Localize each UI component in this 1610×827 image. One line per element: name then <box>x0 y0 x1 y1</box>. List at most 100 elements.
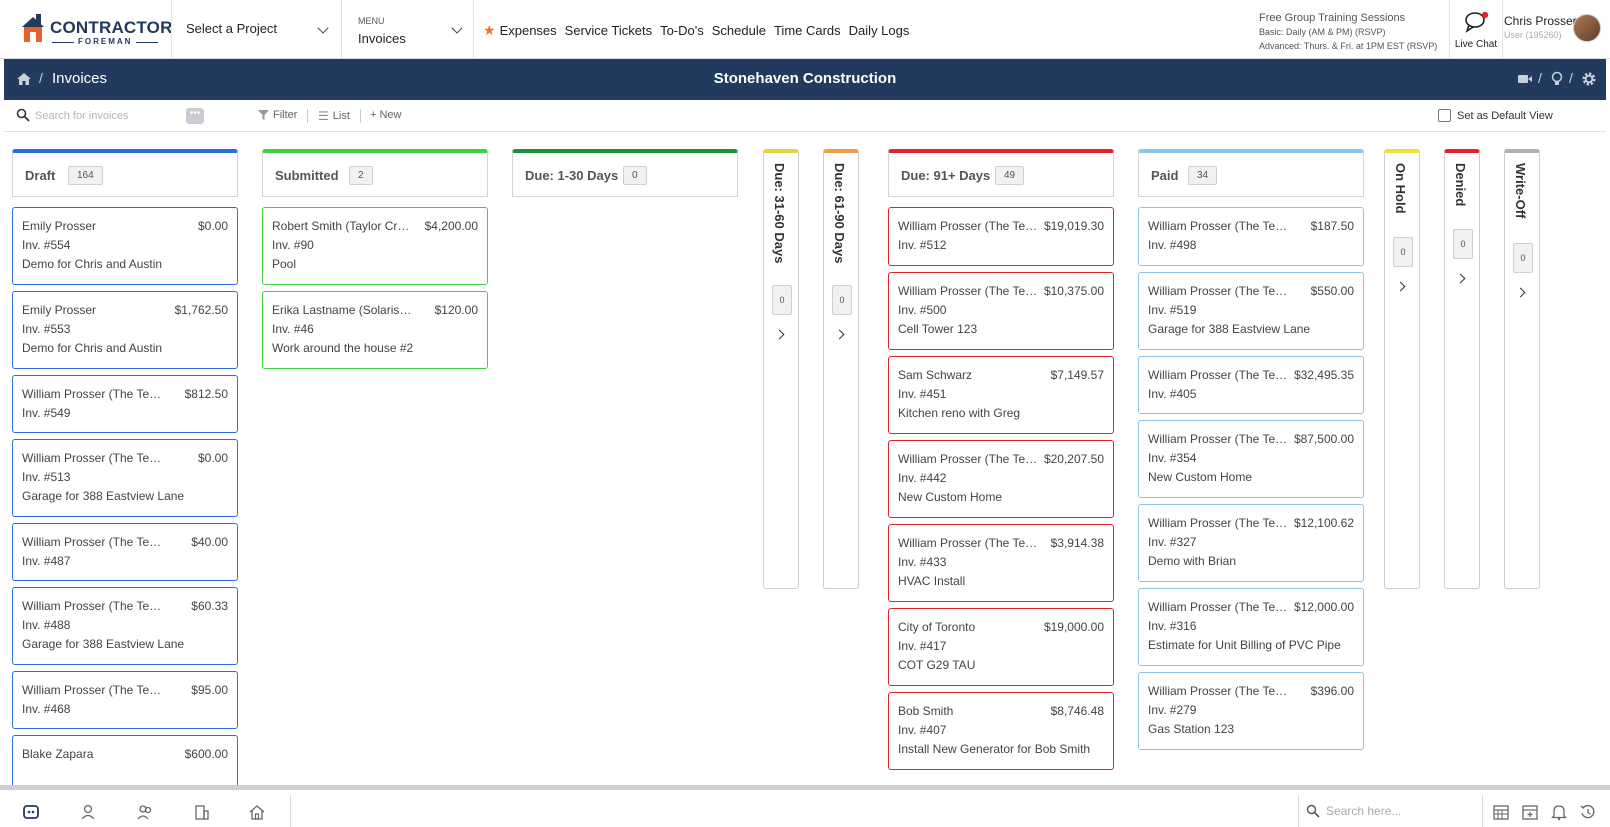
contractor-foreman-logo[interactable]: CONTRACTOR FOREMAN <box>18 10 172 46</box>
lightbulb-icon[interactable] <box>1549 71 1565 87</box>
chevron-right-icon[interactable] <box>1455 273 1466 284</box>
card-customer: William Prosser (The Test... <box>22 683 162 697</box>
icon-separator: / <box>1538 70 1542 86</box>
chevron-right-icon[interactable] <box>1515 287 1526 298</box>
dashboard-icon[interactable] <box>22 803 40 821</box>
top-navigation: CONTRACTOR FOREMAN Select a Project MENU… <box>0 0 1610 59</box>
chevron-right-icon[interactable] <box>1395 281 1406 292</box>
avatar[interactable] <box>1573 14 1601 42</box>
invoice-card[interactable]: William Prosser (The Test... $812.50 Inv. … <box>12 375 238 433</box>
collapsed-column[interactable]: Due: 31-60 Days 0 <box>763 149 799 589</box>
column-header[interactable]: Draft 164 <box>12 149 238 197</box>
invoice-card[interactable]: William Prosser (The Test... $40.00 Inv. #… <box>12 523 238 581</box>
worker-icon[interactable] <box>79 803 97 821</box>
invoice-card[interactable]: William Prosser (The Test... $19,019.30 In… <box>888 207 1114 266</box>
project-select-label: Select a Project <box>186 21 278 36</box>
column-title: Submitted <box>275 168 339 183</box>
invoice-card[interactable]: City of Toronto $19,000.00 Inv. #417 COT G2… <box>888 608 1114 686</box>
invoice-card[interactable]: William Prosser (The Test... $0.00 Inv. #5… <box>12 439 238 517</box>
gear-icon[interactable] <box>1581 71 1597 87</box>
collapsed-column[interactable]: Write-Off 0 <box>1504 149 1540 589</box>
invoice-card[interactable]: Erika Lastname (Solaris P... $120.00 Inv. … <box>262 291 488 369</box>
card-invoice-number: Inv. #316 <box>1148 619 1197 633</box>
search-input[interactable] <box>35 106 185 126</box>
home-icon[interactable] <box>248 803 266 821</box>
card-customer: William Prosser (The Test... <box>898 219 1038 233</box>
contacts-icon[interactable] <box>136 803 154 821</box>
invoice-card[interactable]: William Prosser (The Test... $3,914.38 Inv… <box>888 524 1114 602</box>
column-header[interactable]: Paid 34 <box>1138 149 1364 197</box>
card-invoice-number: Inv. #417 <box>898 639 947 653</box>
invoice-card[interactable]: William Prosser (The Test... $187.50 Inv. … <box>1138 207 1364 266</box>
collapsed-column[interactable]: Due: 61-90 Days 0 <box>823 149 859 589</box>
invoice-card[interactable]: Bob Smith $8,746.48 Inv. #407 Install New G… <box>888 692 1114 770</box>
training-basic[interactable]: Basic: Daily (AM & PM) (RSVP) <box>1259 27 1386 37</box>
card-customer: William Prosser (The Test... <box>1148 368 1288 382</box>
search-icon <box>1306 804 1320 818</box>
invoice-card[interactable]: Emily Prosser $0.00 Inv. #554 Demo for Chri… <box>12 207 238 285</box>
default-view-toggle[interactable]: Set as Default View <box>1438 109 1553 122</box>
quick-link-service-tickets[interactable]: Service Tickets <box>564 22 653 38</box>
quick-link-time-cards[interactable]: Time Cards <box>773 22 841 38</box>
quick-link-todos[interactable]: To-Do's <box>660 22 704 38</box>
invoice-card[interactable]: William Prosser (The Test... $95.00 Inv. #… <box>12 671 238 729</box>
invoice-card[interactable]: William Prosser (The Test... $32,495.35 In… <box>1138 356 1364 414</box>
calendar-grid-icon[interactable] <box>1492 803 1510 821</box>
quick-link-daily-logs[interactable]: Daily Logs <box>848 22 910 38</box>
column-title: Draft <box>25 168 56 183</box>
history-icon[interactable] <box>1579 803 1597 821</box>
chevron-right-icon[interactable] <box>834 329 845 340</box>
column-title: Denied <box>1453 163 1468 207</box>
invoice-card[interactable]: William Prosser (The Test... $20,207.50 In… <box>888 440 1114 518</box>
default-view-checkbox[interactable] <box>1438 109 1451 122</box>
global-search[interactable] <box>1306 798 1466 824</box>
quick-link-schedule[interactable]: Schedule <box>711 22 766 38</box>
card-description: Gas Station 123 <box>1148 722 1235 736</box>
training-sessions[interactable]: Free Group Training Sessions Basic: Dail… <box>1259 11 1449 53</box>
card-customer: William Prosser (The Test... <box>1148 516 1288 530</box>
invoice-card[interactable]: William Prosser (The Test... $12,100.62 In… <box>1138 504 1364 582</box>
invoice-card[interactable]: William Prosser (The Test... $396.00 Inv. … <box>1138 672 1364 750</box>
menu-select[interactable]: MENU Invoices <box>350 0 474 58</box>
invoice-card[interactable]: Sam Schwarz $7,149.57 Inv. #451 Kitchen ren… <box>888 356 1114 434</box>
star-icon[interactable]: ★ <box>483 21 496 38</box>
divider <box>290 795 291 827</box>
list-view-button[interactable]: ☰ List <box>318 109 350 123</box>
invoice-card[interactable]: Robert Smith (Taylor Cre... $4,200.00 Inv.… <box>262 207 488 285</box>
card-invoice-number: Inv. #549 <box>22 406 71 420</box>
project-select[interactable]: Select a Project <box>177 0 344 58</box>
quick-link-expenses[interactable]: Expenses <box>499 22 557 38</box>
filter-button[interactable]: Filter <box>258 109 297 121</box>
calendar-add-icon[interactable] <box>1521 803 1539 821</box>
training-advanced[interactable]: Advanced: Thurs. & Fri. at 1PM EST (RSVP… <box>1259 41 1438 51</box>
card-amount: $32,495.35 <box>1293 368 1354 382</box>
divider <box>360 109 361 123</box>
building-icon[interactable] <box>193 803 211 821</box>
invoice-card[interactable]: William Prosser (The Test... $12,000.00 In… <box>1138 588 1364 666</box>
column-header[interactable]: Due: 1-30 Days 0 <box>512 149 738 197</box>
breadcrumb[interactable]: Invoices <box>52 70 108 87</box>
collapsed-column[interactable]: Denied 0 <box>1444 149 1480 589</box>
invoice-card[interactable]: Emily Prosser $1,762.50 Inv. #553 Demo for … <box>12 291 238 369</box>
column-header[interactable]: Submitted 2 <box>262 149 488 197</box>
chevron-right-icon[interactable] <box>774 329 785 340</box>
bell-icon[interactable] <box>1550 803 1568 821</box>
video-camera-icon[interactable] <box>1517 71 1533 87</box>
global-search-input[interactable] <box>1326 800 1466 822</box>
card-invoice-number: Inv. #519 <box>1148 303 1197 317</box>
live-chat-button[interactable]: Live Chat <box>1451 8 1501 52</box>
home-icon[interactable] <box>16 71 32 87</box>
default-view-label: Set as Default View <box>1457 109 1553 122</box>
invoice-card[interactable]: William Prosser (The Test... $87,500.00 In… <box>1138 420 1364 498</box>
user-info[interactable]: Chris Prosser User (195260) <box>1504 14 1604 40</box>
invoice-card[interactable]: William Prosser (The Test... $550.00 Inv. … <box>1138 272 1364 350</box>
invoice-card[interactable]: William Prosser (The Test... $60.33 Inv. #… <box>12 587 238 665</box>
column-header[interactable]: Due: 91+ Days 49 <box>888 149 1114 197</box>
invoice-card[interactable]: William Prosser (The Test... $10,375.00 In… <box>888 272 1114 350</box>
card-customer: Erika Lastname (Solaris P... <box>272 303 412 317</box>
more-options-button[interactable]: ••• <box>186 108 204 124</box>
collapsed-column[interactable]: On Hold 0 <box>1384 149 1420 589</box>
invoice-card[interactable]: Blake Zapara $600.00 <box>12 735 238 785</box>
new-invoice-button[interactable]: + New <box>370 109 402 121</box>
logo-word-foreman: FOREMAN <box>51 37 160 46</box>
